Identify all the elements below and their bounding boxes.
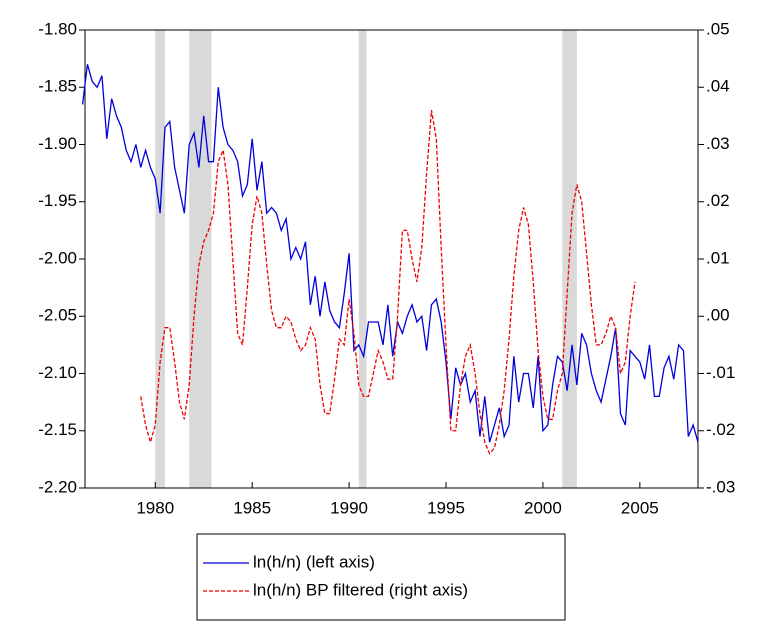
y2-tick-label: .00	[706, 306, 730, 325]
x-tick-label: 1995	[427, 498, 465, 517]
y-tick-label: -2.05	[38, 306, 77, 325]
legend-label: ln(h/n) (left axis)	[253, 552, 375, 571]
plot-frame	[84, 29, 699, 489]
y-tick-label: -2.10	[38, 363, 77, 382]
y2-tick-label: -.01	[706, 363, 735, 382]
x-tick-label: 2000	[524, 498, 562, 517]
y2-tick-label: .01	[706, 248, 730, 267]
y-tick-label: -2.15	[38, 420, 77, 439]
x-tick-label: 1980	[136, 498, 174, 517]
legend: ln(h/n) (left axis) ln(h/n) BP filtered (…	[196, 533, 566, 621]
y2-tick-label: .04	[706, 77, 730, 96]
y-tick-label: -1.95	[38, 191, 77, 210]
legend-label: ln(h/n) BP filtered (right axis)	[253, 580, 468, 599]
series-line	[140, 110, 636, 455]
y2-tick-label: .03	[706, 134, 730, 153]
y2-tick-label: -.03	[706, 477, 735, 496]
y-tick-label: -2.20	[38, 477, 77, 496]
y-tick-label: -1.80	[38, 19, 77, 38]
x-tick-label: 2005	[621, 498, 659, 517]
legend-box	[196, 533, 566, 621]
y-tick-label: -1.90	[38, 134, 77, 153]
y2-tick-label: -.02	[706, 420, 735, 439]
x-tick-label: 1985	[233, 498, 271, 517]
recession-band	[155, 30, 165, 488]
recession-band	[358, 30, 367, 488]
y-tick-label: -1.85	[38, 77, 77, 96]
y2-tick-label: .05	[706, 19, 730, 38]
series-line	[81, 64, 699, 443]
x-tick-label: 1990	[330, 498, 368, 517]
y2-tick-label: .02	[706, 191, 730, 210]
y-tick-label: -2.00	[38, 248, 77, 267]
